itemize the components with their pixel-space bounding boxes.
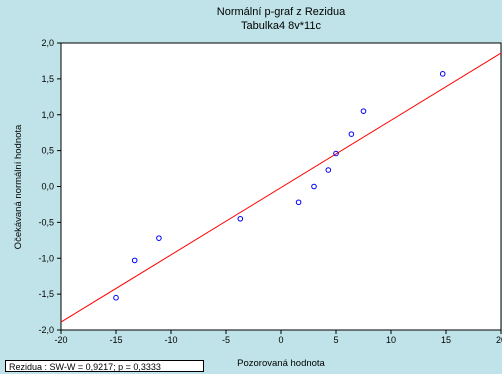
- data-point: [113, 294, 119, 301]
- x-tick-label: 0: [278, 335, 283, 345]
- x-tick-label: 5: [333, 335, 338, 345]
- data-point: [439, 71, 446, 77]
- data-point: [156, 235, 162, 241]
- x-tick-label: 10: [386, 335, 396, 345]
- x-tick-label: 20: [496, 335, 502, 345]
- y-tick-label: -1,5: [38, 289, 54, 299]
- y-tick-label: 2,0: [41, 38, 54, 48]
- x-tick-label: -20: [54, 335, 67, 345]
- data-point: [295, 199, 302, 206]
- y-tick-label: -0,5: [38, 217, 54, 227]
- x-tick-label: -10: [164, 335, 177, 345]
- data-point: [325, 167, 332, 173]
- data-points: [113, 71, 446, 301]
- legend-box: Rezidua : SW-W = 0,9217; p = 0,3333: [5, 360, 204, 372]
- y-tick-label: -1,0: [38, 253, 54, 263]
- fit-line: [60, 52, 502, 323]
- x-axis: -20 -15 -10 -5 0 5 10 15 20: [54, 330, 502, 345]
- y-tick-label: 1,0: [41, 110, 54, 120]
- y-tick-label: 0,5: [41, 146, 54, 156]
- x-tick-label: -15: [109, 335, 122, 345]
- x-tick-label: -5: [222, 335, 230, 345]
- data-point: [131, 257, 138, 264]
- data-point: [237, 215, 244, 222]
- y-axis: 2,0 1,5 1,0 0,5 0,0 -0,5 -1,0 -1,5 -2,0: [38, 38, 61, 335]
- y-axis-label: Očekávaná normální hodnota: [13, 124, 24, 249]
- chart-title: Normální p-graf z Rezidua: [217, 6, 346, 18]
- data-point: [348, 131, 355, 137]
- data-point: [311, 183, 317, 190]
- plot-area: [60, 42, 502, 331]
- data-point: [333, 150, 339, 157]
- y-tick-label: 0,0: [41, 182, 54, 192]
- chart-subtitle: Tabulka4 8v*11c: [241, 20, 321, 32]
- y-tick-label: -2,0: [38, 325, 54, 335]
- x-tick-label: 15: [441, 335, 451, 345]
- data-point: [360, 108, 367, 114]
- x-axis-label: Pozorovaná hodnota: [237, 358, 325, 369]
- y-tick-label: 1,5: [41, 74, 54, 84]
